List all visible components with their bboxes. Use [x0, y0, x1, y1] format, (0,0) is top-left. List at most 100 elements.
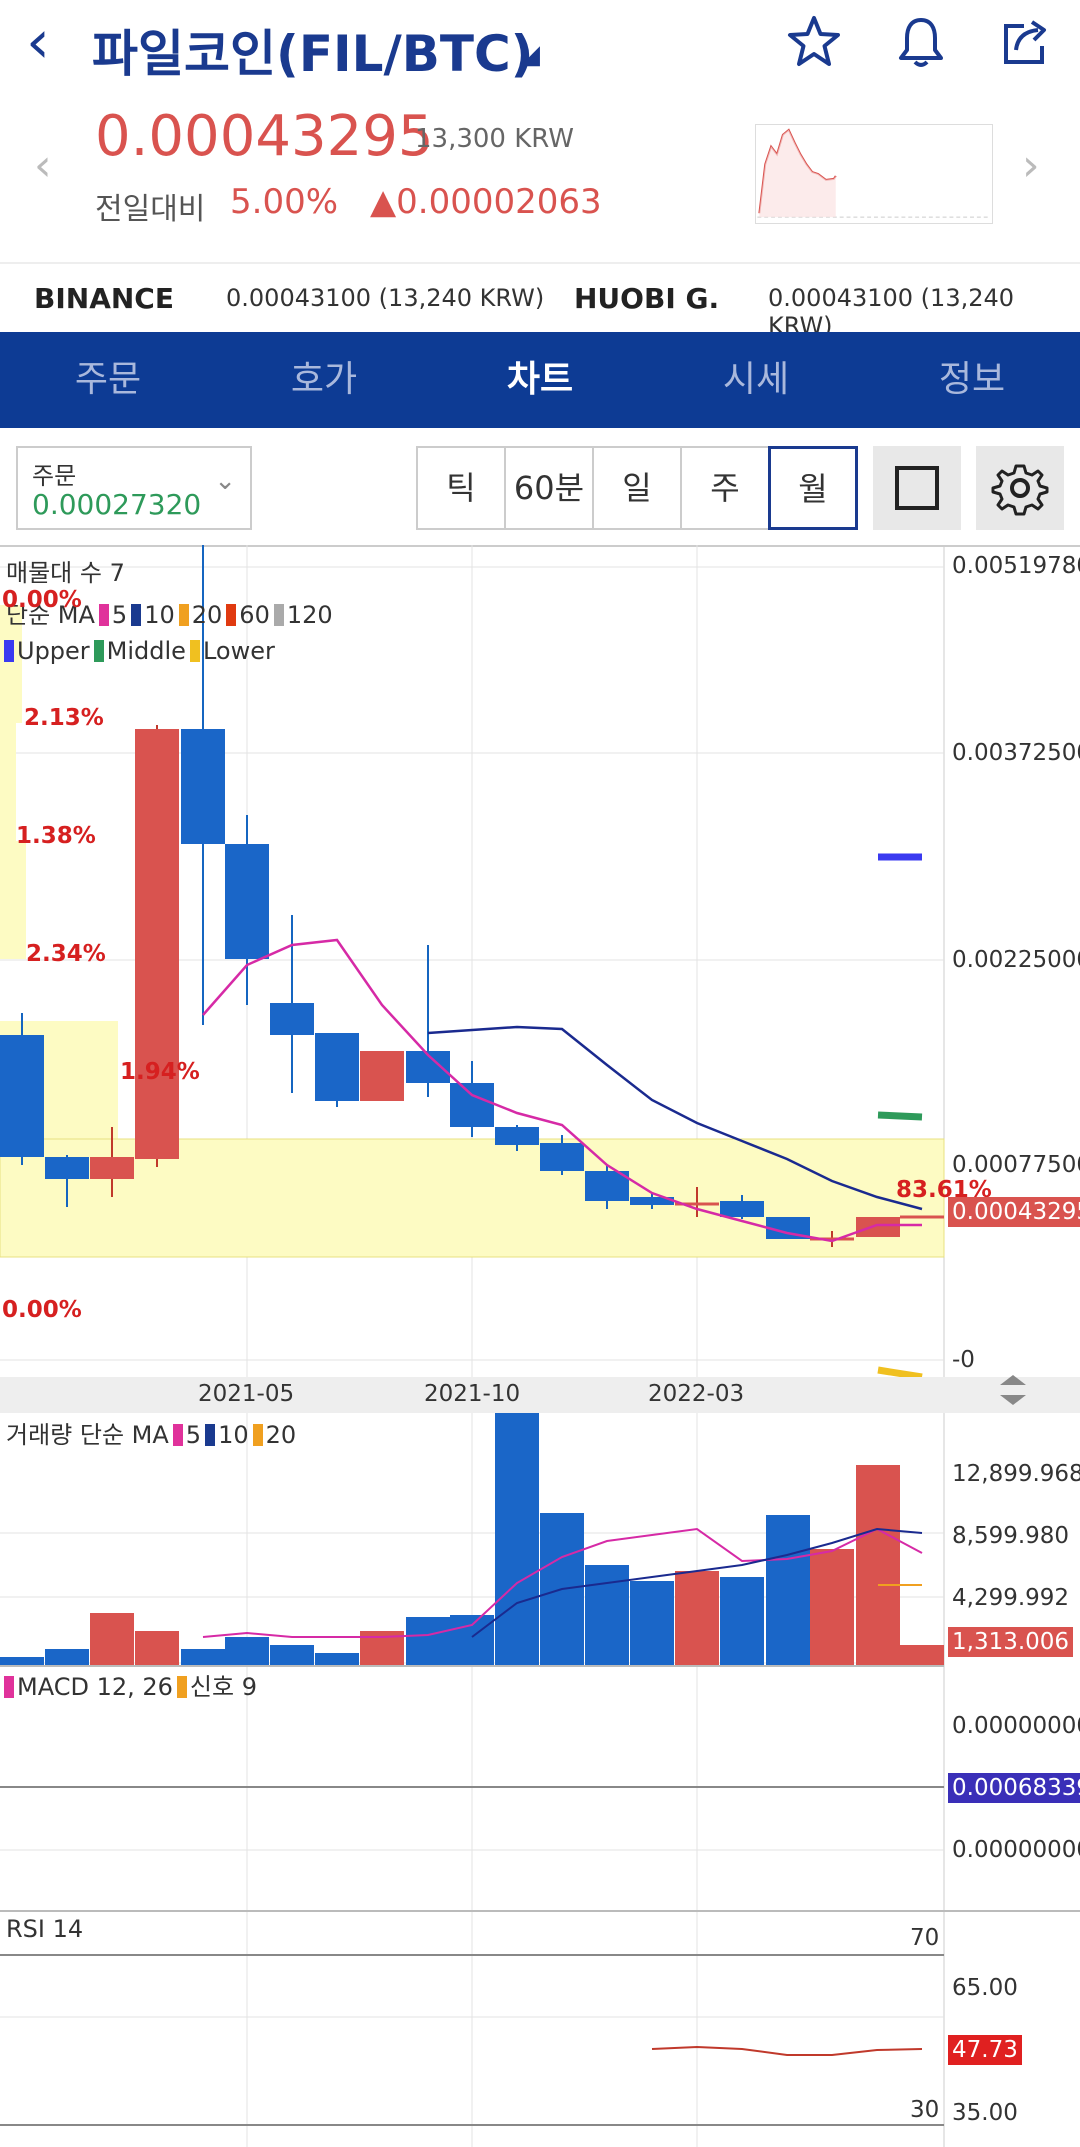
- chart-canvas[interactable]: [0, 545, 1080, 2147]
- sparkline-chart[interactable]: [755, 124, 993, 224]
- page-title[interactable]: 파일코인(FIL/BTC): [92, 25, 534, 83]
- tab-info[interactable]: 정보: [938, 359, 1006, 400]
- exchange-row: BINANCE 0.00043100 (13,240 KRW) HUOBI G.…: [0, 262, 1080, 340]
- period-tick-button[interactable]: 틱: [416, 446, 506, 530]
- macd-signal-label: 신호 9: [189, 1673, 257, 1701]
- period-month-button[interactable]: 월: [768, 446, 858, 530]
- last-price-tag: 0.00043295: [948, 1197, 1080, 1227]
- y-axis-label: 0.00077500: [952, 1152, 1080, 1178]
- tab-chart[interactable]: 차트: [506, 359, 574, 400]
- profile-pct: 0.00%: [2, 587, 82, 613]
- ma-period: 20: [265, 1421, 297, 1449]
- y-axis-label: 0.00372500: [952, 740, 1080, 766]
- macd-label: MACD 12, 26: [17, 1673, 173, 1701]
- profile-pct: 0.00%: [2, 1297, 82, 1323]
- ma-period: 10: [144, 601, 175, 629]
- star-icon[interactable]: [786, 14, 842, 70]
- change-label: 전일대비: [95, 192, 206, 227]
- tab-market[interactable]: 시세: [722, 359, 790, 400]
- y-axis-label: 0.00225000: [952, 947, 1080, 973]
- exchange-value: 0.00043100 (13,240 KRW): [226, 284, 545, 312]
- period-day-button[interactable]: 일: [592, 446, 682, 530]
- bb-legend: Upper Middle Lower: [0, 637, 275, 665]
- x-axis-label: 2021-05: [198, 1381, 295, 1407]
- ma-label: 단순 MA: [6, 601, 95, 629]
- vol-ma10-line: [471, 1527, 923, 1638]
- price-panel: ‹ 0.00043295 13,300 KRW 전일대비 5.00% ▲0.00…: [0, 100, 1080, 250]
- gear-icon: [991, 464, 1049, 516]
- macd-y-label: 0.00000000: [952, 1713, 1080, 1739]
- rsi-tag: 47.73: [948, 2035, 1022, 2065]
- change-percent: 5.00%: [230, 182, 339, 222]
- x-axis-label: 2021-10: [424, 1381, 521, 1407]
- ma-period: 5: [111, 601, 128, 629]
- rsi-upper-label: 70: [910, 1925, 940, 1951]
- rsi-label: RSI 14: [6, 1915, 84, 1943]
- back-icon[interactable]: ‹: [26, 7, 50, 77]
- ma-period: 20: [191, 601, 223, 629]
- volume-y-label: 8,599.980: [952, 1523, 1070, 1549]
- chart-toolbar: 주문 0.00027320 ⌄ 틱 60분 일 주 월: [0, 440, 1080, 540]
- prev-arrow-icon[interactable]: ‹: [34, 140, 52, 191]
- volume-y-label: 12,899.968: [952, 1461, 1080, 1487]
- order-value: 0.00027320: [32, 488, 202, 521]
- rsi-line: [651, 2045, 923, 2056]
- share-icon[interactable]: [998, 14, 1054, 70]
- tab-bar: 주문 호가 차트 시세 정보: [0, 332, 1080, 428]
- volume-profile-label: 매물대 수 7: [6, 559, 125, 587]
- ma10-line: [427, 1025, 923, 1211]
- dropdown-caret-icon[interactable]: ◢: [520, 40, 540, 70]
- bell-icon[interactable]: [893, 14, 949, 70]
- order-select[interactable]: 주문 0.00027320 ⌄: [16, 446, 252, 530]
- change-value: ▲0.00002063: [370, 182, 602, 222]
- y-axis-label: 0.00519780: [952, 553, 1080, 579]
- volume-legend: 거래량 단순 MA 5 10 20: [6, 1415, 296, 1450]
- ma-legend: 단순 MA 5 10 20 60 120: [6, 595, 333, 630]
- macd-legend: MACD 12, 26 신호 9: [0, 1667, 257, 1702]
- bb-lower-marker: [877, 1366, 923, 1381]
- ma5-line: [202, 938, 922, 1243]
- profile-pct: 2.13%: [24, 705, 104, 731]
- profile-pct: 2.34%: [26, 941, 106, 967]
- profile-pct: 1.38%: [16, 823, 96, 849]
- exchange-name: BINANCE: [34, 282, 174, 315]
- x-axis-label: 2022-03: [648, 1381, 745, 1407]
- krw-price: 13,300 KRW: [415, 124, 575, 154]
- rsi-y-label: 65.00: [952, 1975, 1018, 2001]
- bb-label: Middle: [106, 637, 186, 665]
- chevron-down-icon: ⌄: [214, 466, 236, 496]
- volume-y-label: 4,299.992: [952, 1585, 1070, 1611]
- tab-orderbook[interactable]: 호가: [290, 359, 358, 400]
- macd-tag: 0.00068339: [948, 1773, 1080, 1803]
- candlesticks: [0, 545, 944, 1247]
- ma-period: 5: [185, 1421, 202, 1449]
- current-price: 0.00043295: [95, 104, 434, 169]
- ma-period: 120: [286, 601, 333, 629]
- ma-period: 10: [218, 1421, 249, 1449]
- exchange-name: HUOBI G.: [574, 282, 720, 315]
- fullscreen-button[interactable]: [873, 446, 961, 530]
- period-60min-button[interactable]: 60분: [504, 446, 594, 530]
- period-week-button[interactable]: 주: [680, 446, 770, 530]
- macd-y-label: 0.00000000: [952, 1837, 1080, 1863]
- order-label: 주문: [32, 462, 77, 490]
- settings-button[interactable]: [976, 446, 1064, 530]
- bb-label: Lower: [202, 637, 275, 665]
- next-arrow-icon[interactable]: ›: [1022, 140, 1040, 191]
- header: ‹ 파일코인(FIL/BTC) ◢: [0, 0, 1080, 92]
- bb-label: Upper: [17, 637, 90, 665]
- volume-label: 거래량 단순 MA: [6, 1421, 169, 1449]
- rsi-y-label: 35.00: [952, 2100, 1018, 2126]
- volume-last-tag: 1,313.006: [948, 1627, 1074, 1657]
- ma-period: 60: [239, 601, 270, 629]
- vol-ma5-line: [202, 1527, 923, 1638]
- volume-bars: [0, 1413, 944, 1665]
- resize-handle-icon: [1000, 1375, 1026, 1405]
- square-icon: [895, 466, 939, 510]
- profile-pct: 1.94%: [120, 1059, 200, 1085]
- tab-order[interactable]: 주문: [74, 359, 142, 400]
- chart-area[interactable]: 매물대 수 7 단순 MA 5 10 20 60 120 Upper Middle Lower…: [0, 545, 1080, 2147]
- rsi-lower-label: 30: [910, 2097, 940, 2123]
- bb-middle-marker: [877, 1111, 923, 1121]
- y-axis-label: -0: [952, 1347, 975, 1373]
